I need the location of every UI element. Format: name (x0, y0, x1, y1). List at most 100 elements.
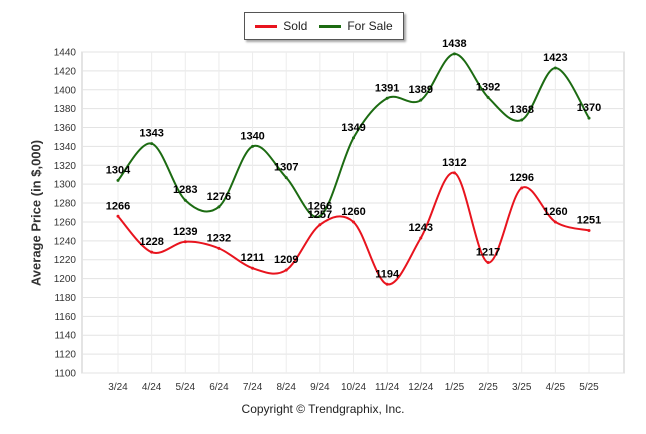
x-tick-label: 8/24 (276, 382, 296, 393)
data-point-sold (486, 261, 490, 265)
data-point-for-sale (183, 198, 187, 202)
y-tick-label: 1360 (54, 123, 77, 134)
x-tick-label: 7/24 (243, 382, 263, 393)
data-point-for-sale (284, 176, 288, 180)
series-line-sold (117, 171, 590, 286)
x-tick-label: 5/24 (176, 382, 196, 393)
data-label-sold: 1239 (173, 226, 197, 238)
data-label-sold: 1209 (274, 254, 298, 266)
x-tick-label: 11/24 (375, 382, 400, 393)
data-label-sold: 1211 (241, 252, 265, 264)
data-label-sold: 1257 (308, 209, 332, 221)
data-label-for-sale: 1340 (240, 130, 264, 142)
legend-swatch-sold (255, 24, 278, 28)
data-point-sold (183, 240, 187, 244)
y-tick-label: 1380 (54, 104, 77, 115)
data-point-sold (284, 268, 288, 272)
data-label-sold: 1232 (207, 232, 231, 244)
legend-label-for-sale: For Sale (347, 19, 393, 33)
data-point-sold (318, 223, 322, 227)
data-label-for-sale: 1391 (375, 82, 399, 94)
data-point-sold (352, 220, 355, 224)
legend-item-for-sale: For Sale (319, 19, 393, 33)
data-point-for-sale (452, 52, 456, 56)
data-label-sold: 1260 (543, 206, 567, 218)
data-point-sold (251, 266, 255, 270)
data-point-sold (419, 236, 423, 240)
data-point-sold (553, 220, 557, 224)
data-label-sold: 1251 (577, 214, 601, 226)
data-label-sold: 1260 (341, 206, 365, 218)
y-tick-label: 1300 (54, 180, 77, 191)
data-point-for-sale (587, 116, 591, 120)
y-tick-label: 1240 (54, 236, 77, 247)
y-tick-label: 1140 (54, 331, 76, 342)
data-label-sold: 1312 (442, 157, 466, 169)
y-tick-label: 1180 (54, 293, 76, 304)
y-tick-label: 1120 (54, 350, 76, 361)
data-label-for-sale: 1276 (207, 191, 231, 203)
data-point-sold (520, 186, 524, 190)
legend-swatch-for-sale (319, 24, 342, 28)
data-point-for-sale (352, 136, 355, 140)
y-tick-label: 1400 (54, 85, 77, 96)
x-tick-label: 9/24 (310, 382, 330, 393)
x-tick-label: 1/25 (445, 382, 465, 393)
data-point-sold (217, 246, 221, 250)
data-point-sold (587, 228, 591, 232)
x-tick-label: 5/25 (579, 382, 599, 393)
data-point-for-sale (486, 95, 490, 99)
y-tick-label: 1420 (54, 66, 77, 77)
y-tick-label: 1200 (54, 274, 77, 285)
x-tick-label: 4/24 (142, 382, 162, 393)
y-tick-label: 1160 (54, 312, 76, 323)
data-point-for-sale (419, 98, 423, 102)
data-point-for-sale (150, 142, 154, 146)
data-label-for-sale: 1392 (476, 81, 500, 93)
y-tick-label: 1440 (54, 48, 77, 59)
data-point-for-sale (251, 144, 255, 148)
data-label-for-sale: 1266 (308, 200, 332, 212)
data-point-for-sale (553, 66, 557, 70)
y-tick-label: 1220 (54, 255, 77, 266)
data-label-for-sale: 1423 (543, 52, 567, 64)
data-label-for-sale: 1349 (341, 122, 365, 134)
y-tick-label: 1340 (54, 142, 77, 153)
data-label-sold: 1243 (409, 222, 433, 234)
x-tick-label: 3/25 (512, 382, 532, 393)
data-point-sold (150, 250, 154, 254)
data-label-sold: 1266 (106, 200, 130, 212)
data-label-for-sale: 1389 (409, 84, 433, 96)
x-tick-label: 2/25 (478, 382, 498, 393)
data-label-sold: 1217 (476, 247, 500, 259)
x-tick-label: 3/24 (108, 382, 128, 393)
data-label-for-sale: 1438 (442, 38, 466, 50)
y-tick-label: 1100 (54, 369, 76, 380)
x-tick-label: 6/24 (209, 382, 229, 393)
legend-item-sold: Sold (255, 19, 307, 33)
data-point-for-sale (217, 205, 221, 209)
data-label-sold: 1296 (509, 172, 533, 184)
data-label-for-sale: 1343 (139, 128, 163, 140)
copyright-footer: Copyright © Trendgraphix, Inc. (241, 402, 405, 416)
data-label-for-sale: 1304 (106, 164, 131, 176)
data-point-for-sale (520, 118, 524, 122)
data-point-sold (116, 214, 120, 218)
data-label-for-sale: 1283 (173, 184, 197, 196)
data-point-sold (385, 282, 389, 286)
data-point-for-sale (385, 96, 389, 100)
y-tick-label: 1280 (54, 199, 77, 210)
legend-label-sold: Sold (283, 19, 308, 33)
data-point-for-sale (116, 178, 120, 182)
x-tick-label: 10/24 (341, 382, 366, 393)
legend: Sold For Sale (244, 12, 404, 40)
data-label-sold: 1194 (375, 268, 400, 280)
data-point-for-sale (318, 214, 322, 218)
data-label-for-sale: 1370 (577, 102, 601, 114)
data-label-for-sale: 1307 (274, 162, 298, 174)
y-tick-label: 1320 (54, 161, 77, 172)
data-label-sold: 1228 (139, 236, 163, 248)
data-label-for-sale: 1368 (509, 104, 533, 116)
data-point-sold (452, 171, 456, 175)
